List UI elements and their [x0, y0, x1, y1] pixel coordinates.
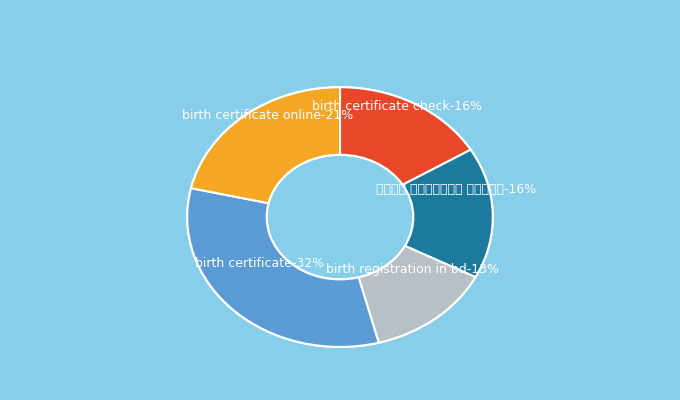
Wedge shape [187, 188, 379, 347]
Text: birth certificate-32%: birth certificate-32% [194, 257, 324, 270]
Wedge shape [403, 150, 493, 277]
Wedge shape [358, 246, 475, 343]
Text: birth certificate online-21%: birth certificate online-21% [182, 109, 353, 122]
Wedge shape [340, 87, 471, 185]
Text: birth certificate check-16%: birth certificate check-16% [312, 100, 482, 113]
Wedge shape [191, 87, 340, 203]
Wedge shape [340, 87, 471, 185]
Wedge shape [403, 150, 493, 277]
Wedge shape [191, 87, 340, 203]
Text: birth registration in bd-13%: birth registration in bd-13% [326, 263, 499, 276]
Wedge shape [187, 188, 379, 347]
Wedge shape [358, 246, 475, 343]
Text: জন্ম নিবন্ধন যাচাই-16%: জন্ম নিবন্ধন যাচাই-16% [376, 183, 536, 196]
